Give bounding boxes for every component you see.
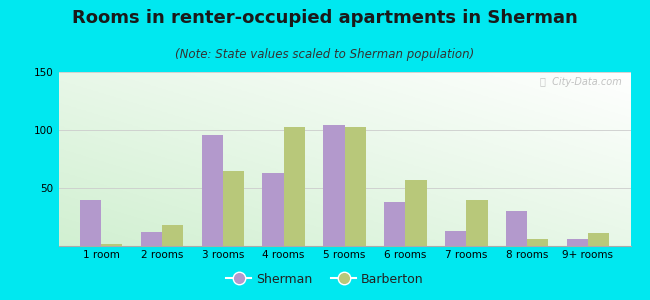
Bar xyxy=(162,225,183,246)
Bar xyxy=(223,171,244,246)
Bar xyxy=(140,232,162,246)
Bar xyxy=(101,244,122,246)
Bar xyxy=(406,180,426,246)
Bar xyxy=(323,125,345,246)
Bar xyxy=(344,127,366,246)
Bar xyxy=(202,135,223,246)
Legend: Sherman, Barberton: Sherman, Barberton xyxy=(221,268,429,291)
Bar xyxy=(506,211,527,246)
Bar xyxy=(445,231,466,246)
Bar xyxy=(263,173,283,246)
Text: (Note: State values scaled to Sherman population): (Note: State values scaled to Sherman po… xyxy=(176,48,474,61)
Bar xyxy=(588,233,609,246)
Text: ⓘ  City-Data.com: ⓘ City-Data.com xyxy=(540,77,622,87)
Text: Rooms in renter-occupied apartments in Sherman: Rooms in renter-occupied apartments in S… xyxy=(72,9,578,27)
Bar xyxy=(466,200,488,246)
Bar xyxy=(384,202,406,246)
Bar xyxy=(80,200,101,246)
Bar xyxy=(527,239,549,246)
Bar xyxy=(283,127,305,246)
Bar xyxy=(567,239,588,246)
